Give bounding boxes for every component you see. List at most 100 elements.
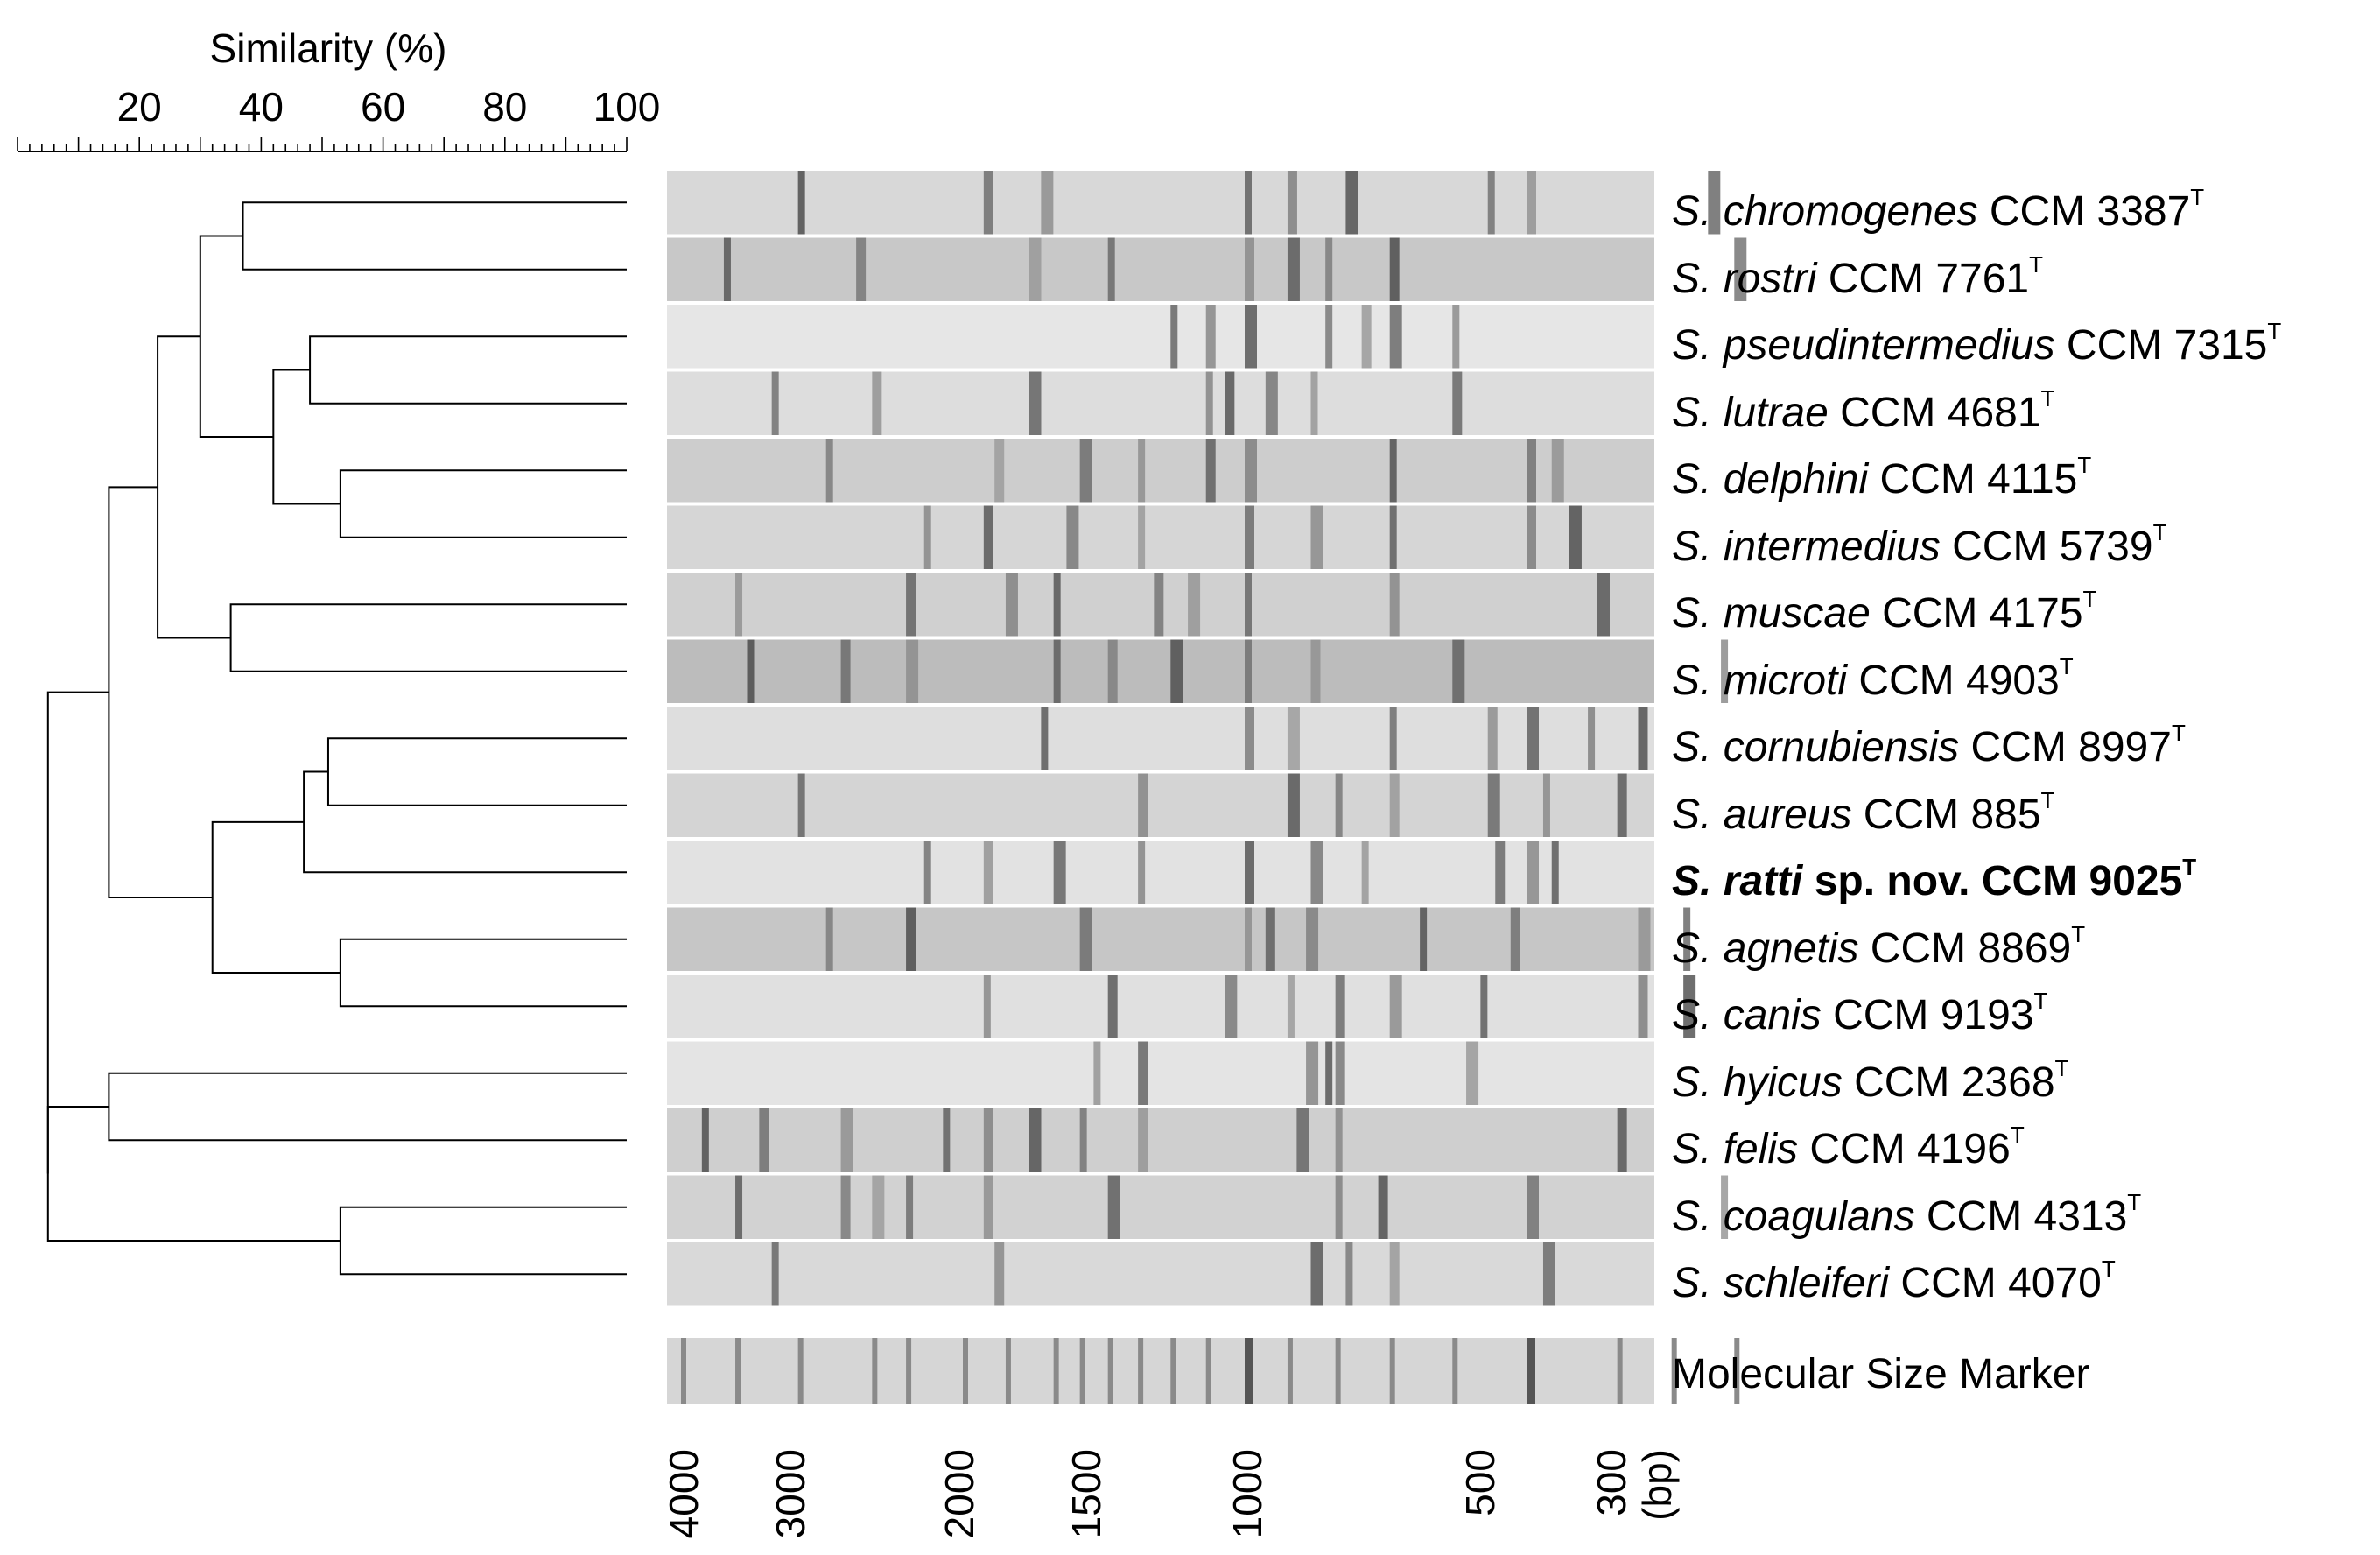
gel-band [1245,505,1254,569]
gel-band [1107,975,1118,1038]
lane-label: S. canis CCM 9193T [1672,973,2047,1039]
bp-label: 2000 [937,1449,982,1539]
gel-lane-background [667,237,1654,301]
gel-band [1734,237,1747,301]
lane-label: S. ratti sp. nov. CCM 9025T [1672,839,2196,905]
gel-band [771,371,779,435]
gel-band [923,841,931,904]
gel-band [1310,639,1321,703]
similarity-tick-label: 100 [593,84,661,130]
gel-band [923,505,931,569]
gel-band [1041,171,1054,235]
marker-band [906,1338,912,1404]
bp-label: (bp) [1634,1449,1680,1521]
gel-band [1378,1175,1388,1239]
species-name: S. microti [1672,657,1848,704]
gel-lane [667,573,1654,637]
strain-id: CCM 8869 [1858,925,2072,972]
gel-band [1389,573,1400,637]
gel-band [1079,1108,1087,1172]
similarity-tick-label: 60 [361,84,406,130]
gel-band [1188,573,1201,637]
gel-band [1597,573,1610,637]
gel-band [906,1175,914,1239]
marker-band [1005,1338,1011,1404]
type-strain-marker: T [2071,920,2086,947]
type-strain-marker: T [2082,586,2097,612]
strain-id: CCM 885 [1851,791,2041,838]
gel-band [1638,975,1648,1038]
marker-band [1527,1338,1535,1404]
gel-band [1310,371,1318,435]
gel-band [1245,707,1254,770]
strain-id: CCM 9193 [1821,992,2034,1038]
lane-label: S. cornubiensis CCM 8997T [1672,705,2186,771]
gel-band [1287,707,1300,770]
gel-lane-background [667,707,1654,770]
gel-band [1287,773,1300,837]
gel-band [1053,573,1061,637]
bp-label: 1500 [1064,1449,1109,1539]
gel-lane [667,707,1654,770]
bp-label: 4000 [661,1449,706,1539]
gel-band [1721,1175,1729,1239]
marker-band [1245,1338,1253,1404]
similarity-tick-label: 20 [116,84,162,130]
gel-band [1310,841,1323,904]
marker-band [1205,1338,1211,1404]
gel-band [1466,1041,1479,1105]
marker-band [681,1338,686,1404]
similarity-tick-label: 80 [482,84,528,130]
type-strain-marker: T [2182,854,2197,880]
gel-band [701,1108,709,1172]
type-strain-marker: T [2010,1122,2025,1148]
gel-band [983,171,993,235]
gel-band [1245,439,1257,503]
gel-band [1683,975,1696,1038]
strain-id: CCM 3387 [1977,188,2191,235]
gel-band [747,639,755,703]
species-name: S. canis [1672,992,1822,1038]
lane-label: S. coagulans CCM 4313T [1672,1174,2141,1241]
gel-band [1708,171,1721,235]
gel-lane-background [667,841,1654,904]
gel-band [1245,639,1252,703]
species-name: S. pseudintermedius [1672,322,2055,369]
gel-band [1029,1108,1042,1172]
marker-band [797,1338,804,1404]
gel-band [1138,505,1146,569]
gel-band [1551,439,1564,503]
gel-band [825,439,833,503]
gel-band [1335,1041,1345,1105]
gel-band [1245,237,1254,301]
strain-id: CCM 4196 [1798,1126,2011,1172]
gel-band [1225,371,1235,435]
gel-lane-background [667,171,1654,235]
gel-band [994,1242,1005,1306]
gel-band [906,639,919,703]
type-strain-marker: T [2040,786,2055,813]
gel-band [1389,975,1402,1038]
strain-id: CCM 7315 [2054,322,2268,369]
gel-band [1389,439,1397,503]
species-name: S. felis [1672,1126,1799,1172]
gel-band [1617,773,1627,837]
gel-band [1079,439,1092,503]
gel-band [1361,305,1372,369]
gel-lane [667,1175,1729,1239]
lane-label: S. delphini CCM 4115T [1672,437,2091,503]
gel-band [1029,371,1042,435]
gel-band [840,639,851,703]
gel-band [983,975,991,1038]
gel-band [1510,907,1520,971]
gel-band [840,1108,853,1172]
gel-band [723,237,731,301]
lane-label: S. felis CCM 4196T [1672,1107,2025,1173]
lane-label: S. muscae CCM 4175T [1672,571,2096,637]
gel-lane-background [667,1242,1654,1306]
gel-band [1029,237,1042,301]
gel-lane-background [667,371,1654,435]
gel-band [797,171,805,235]
gel-band [1420,907,1428,971]
gel-band [825,907,833,971]
